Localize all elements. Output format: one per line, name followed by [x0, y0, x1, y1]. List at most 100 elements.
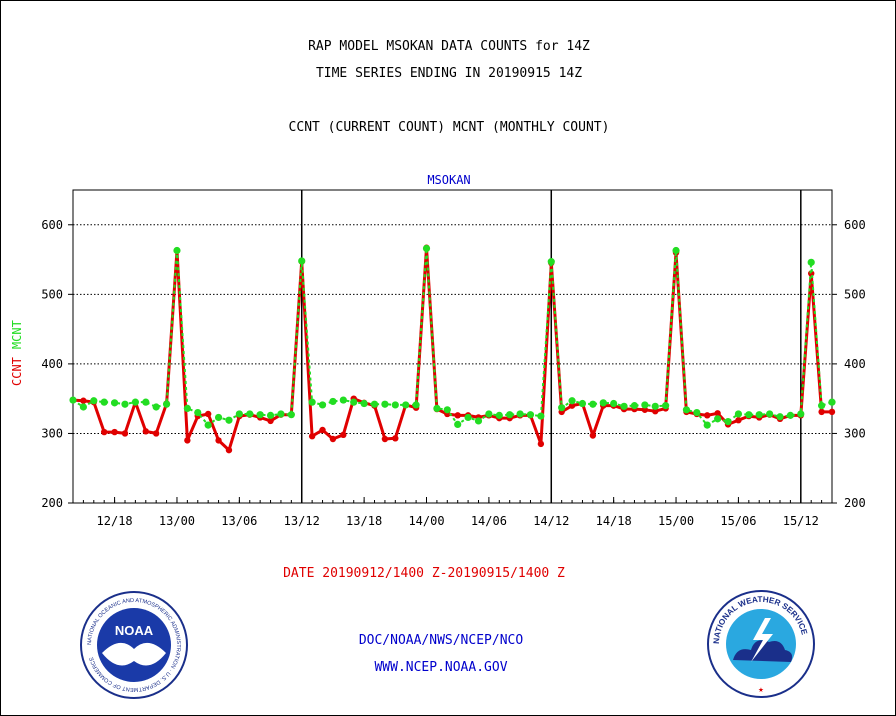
mcnt-point	[204, 421, 212, 429]
y-tick-label: 300	[844, 426, 866, 440]
mcnt-point	[183, 404, 191, 413]
ccnt-point	[818, 408, 825, 416]
mcnt-point	[495, 411, 503, 419]
ccnt-point	[537, 440, 545, 448]
date-range-label: DATE 20190912/1400 Z-20190915/1400 Z	[283, 566, 565, 581]
mcnt-point	[547, 258, 555, 266]
ccnt-point	[225, 446, 233, 454]
mcnt-point	[745, 411, 753, 419]
mcnt-point	[173, 246, 181, 255]
ccnt-point	[80, 397, 87, 404]
mcnt-point	[194, 408, 202, 417]
mcnt-point	[526, 411, 535, 419]
mcnt-point	[110, 399, 119, 407]
mcnt-point	[266, 411, 275, 419]
y-tick-label: 400	[844, 357, 866, 371]
mcnt-point	[693, 408, 701, 417]
mcnt-point	[412, 401, 420, 409]
mcnt-point	[599, 399, 607, 407]
mcnt-line	[72, 247, 833, 427]
mcnt-point	[485, 410, 493, 418]
y-tick-label: 200	[41, 496, 63, 510]
ccnt-point	[392, 435, 399, 442]
y-tick-label: 400	[41, 357, 63, 371]
mcnt-point	[641, 401, 649, 409]
mcnt-point	[630, 402, 639, 410]
x-tick-label: 15/00	[658, 514, 694, 528]
chart-subtitle: TIME SERIES ENDING IN 20190915 14Z	[315, 66, 583, 81]
ccnt-point	[828, 408, 836, 416]
nws-star-icon: ★	[758, 685, 764, 695]
x-tick-label: 15/06	[720, 514, 756, 528]
ccnt-point	[121, 430, 129, 437]
x-tick-label: 12/18	[97, 514, 133, 528]
ccnt-point	[704, 412, 711, 419]
mcnt-point	[620, 402, 628, 410]
mcnt-point	[360, 399, 368, 408]
ccnt-point	[568, 402, 576, 409]
mcnt-point	[131, 398, 139, 406]
y-tick-label: 600	[844, 218, 866, 232]
mcnt-point	[734, 410, 743, 418]
mcnt-point	[651, 402, 659, 410]
mcnt-point	[589, 400, 597, 408]
mcnt-point	[703, 421, 711, 429]
x-tick-label: 14/06	[471, 514, 507, 528]
mcnt-point	[464, 413, 472, 422]
mcnt-point	[100, 398, 108, 406]
y-tick-label: 600	[41, 218, 63, 232]
mcnt-point	[308, 398, 316, 406]
x-tick-label: 13/06	[221, 514, 257, 528]
ccnt-point	[111, 428, 118, 436]
x-tick-label: 13/00	[159, 514, 195, 528]
svg-text:CCNTMCNT: CCNT MCNT	[10, 320, 24, 386]
mcnt-point	[214, 413, 223, 422]
x-tick-label: 13/12	[284, 514, 320, 528]
x-tick-label: 14/18	[596, 514, 632, 528]
ccnt-point	[340, 431, 347, 439]
ccnt-point	[381, 435, 389, 443]
mcnt-point	[610, 399, 618, 408]
mcnt-point	[537, 412, 545, 420]
mcnt-point	[474, 417, 483, 425]
ccnt-point	[100, 428, 108, 436]
x-axis-ticks: 12/18 13/00 13/06 13/12 13/18 14/00 14/06 14/12…	[72, 497, 833, 528]
mcnt-point	[287, 411, 295, 419]
nws-logo: NATIONAL WEATHER SERVICE ★	[707, 590, 815, 698]
mcnt-point	[277, 410, 285, 418]
mcnt-point	[422, 244, 431, 253]
ccnt-point	[714, 410, 721, 417]
mcnt-point	[433, 404, 441, 413]
mcnt-point	[818, 402, 826, 410]
series-ccnt	[69, 244, 836, 454]
mcnt-point	[797, 410, 805, 418]
mcnt-point	[807, 258, 815, 266]
mcnt-point	[69, 396, 77, 404]
mcnt-point	[298, 257, 306, 265]
mcnt-point	[162, 400, 171, 408]
y-axis-ticks: 200 200 300 300 400 400 500 500 600 600	[41, 218, 865, 510]
mcnt-point	[558, 404, 566, 412]
mcnt-point	[682, 406, 691, 414]
mcnt-point	[714, 415, 722, 423]
mcnt-point	[79, 403, 87, 411]
ccnt-point	[308, 433, 316, 440]
y-label-ccnt: CCNT	[10, 357, 24, 386]
credit-line-2: WWW.NCEP.NOAA.GOV	[374, 660, 508, 675]
y-label-mcnt: MCNT	[10, 320, 24, 349]
ccnt-point	[142, 428, 149, 435]
y-tick-label: 500	[41, 287, 63, 301]
y-axis-label: CCNT MCNT	[10, 320, 24, 386]
mcnt-point	[402, 401, 410, 409]
mcnt-point	[318, 401, 327, 409]
mcnt-point	[256, 411, 264, 419]
ccnt-point	[589, 432, 597, 439]
mcnt-point	[516, 410, 524, 418]
mcnt-point	[672, 246, 680, 255]
ccnt-point	[215, 437, 222, 444]
y-tick-label: 500	[844, 287, 866, 301]
mcnt-point	[786, 411, 795, 419]
day-separators	[300, 190, 802, 503]
